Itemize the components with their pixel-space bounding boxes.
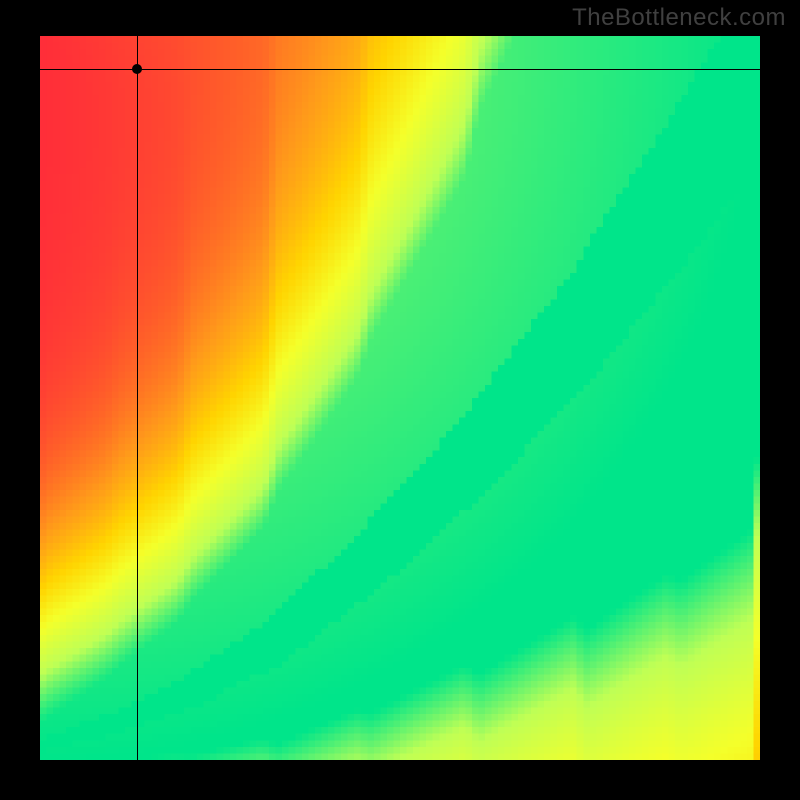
- marker-dot: [132, 64, 142, 74]
- chart-frame: TheBottleneck.com: [0, 0, 800, 800]
- watermark-text: TheBottleneck.com: [572, 4, 786, 32]
- plot-area: [40, 36, 760, 760]
- bottleneck-heatmap: [40, 36, 760, 760]
- crosshair-vertical: [137, 36, 138, 760]
- crosshair-horizontal: [40, 69, 760, 70]
